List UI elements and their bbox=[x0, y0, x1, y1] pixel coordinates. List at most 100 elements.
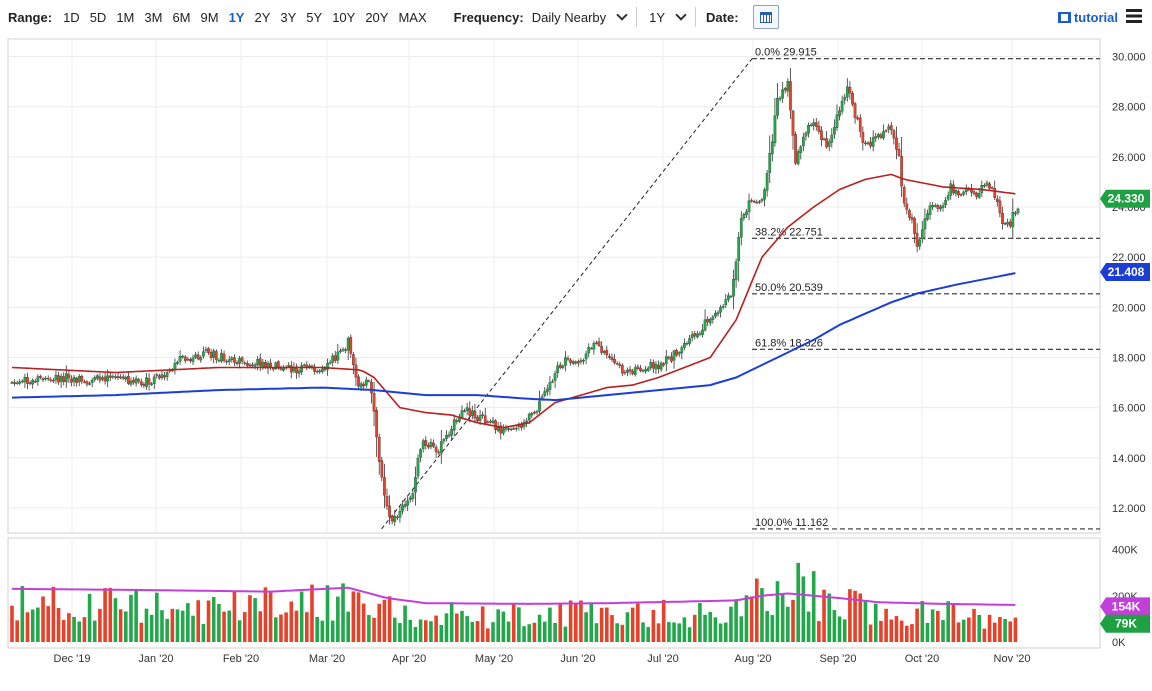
candle-body bbox=[432, 442, 435, 447]
month-tick-label: Jan '20 bbox=[138, 653, 173, 665]
range-button-1m[interactable]: 1M bbox=[116, 9, 135, 25]
volume-bar bbox=[20, 586, 25, 642]
candle-body bbox=[403, 504, 407, 507]
candle-body bbox=[714, 312, 717, 317]
candle-body bbox=[116, 376, 120, 379]
volume-bar bbox=[620, 624, 625, 642]
candle-body bbox=[445, 434, 448, 439]
volume-bar bbox=[186, 603, 190, 642]
candle-body bbox=[194, 354, 197, 358]
candle-body bbox=[245, 362, 249, 366]
candle-body bbox=[212, 350, 216, 358]
range-button-1y[interactable]: 1Y bbox=[228, 9, 245, 25]
volume-bar bbox=[82, 617, 87, 642]
volume-bar bbox=[755, 578, 759, 642]
candle-body bbox=[114, 376, 117, 378]
candle-body bbox=[597, 341, 601, 346]
candle-body bbox=[1001, 213, 1004, 225]
price-tick-label: 30.000 bbox=[1112, 52, 1146, 64]
candle-body bbox=[336, 351, 340, 361]
range-button-2y[interactable]: 2Y bbox=[254, 9, 271, 25]
candle-body bbox=[134, 378, 138, 384]
candle-body bbox=[646, 367, 650, 371]
candle-body bbox=[706, 319, 710, 323]
volume-bar bbox=[403, 605, 407, 642]
candle-body bbox=[820, 130, 823, 140]
range-button-20y[interactable]: 20Y bbox=[365, 9, 389, 25]
candle-body bbox=[926, 213, 929, 220]
candle-body bbox=[103, 376, 107, 382]
volume-bar bbox=[718, 623, 723, 642]
volume-bar bbox=[341, 583, 345, 642]
candle-body bbox=[747, 200, 751, 212]
candle-body bbox=[577, 361, 580, 364]
candle-body bbox=[279, 367, 283, 370]
range-button-3y[interactable]: 3Y bbox=[280, 9, 297, 25]
tutorial-link[interactable]: tutorial bbox=[1057, 10, 1118, 25]
candle-body bbox=[615, 363, 619, 365]
film-icon bbox=[1057, 12, 1071, 23]
range-button-1d[interactable]: 1D bbox=[63, 9, 80, 25]
candle-body bbox=[155, 374, 159, 376]
candle-body bbox=[949, 183, 953, 196]
candle-body bbox=[672, 350, 676, 361]
candle-body bbox=[230, 357, 234, 360]
range-button-5d[interactable]: 5D bbox=[89, 9, 107, 25]
range-button-10y[interactable]: 10Y bbox=[332, 9, 356, 25]
volume-bar bbox=[289, 601, 294, 642]
candle-body bbox=[874, 136, 878, 139]
volume-bar bbox=[749, 596, 754, 642]
candle-body bbox=[693, 333, 697, 337]
candle-body bbox=[478, 415, 482, 422]
volume-bar bbox=[698, 603, 702, 642]
candle-body bbox=[835, 114, 839, 128]
candle-body bbox=[908, 210, 911, 218]
candle-body bbox=[781, 89, 785, 99]
volume-bar bbox=[501, 611, 506, 642]
candle-body bbox=[41, 378, 45, 381]
frequency-dropdown[interactable]: Daily Nearby bbox=[532, 9, 628, 25]
candle-body bbox=[15, 382, 19, 384]
candle-body bbox=[111, 376, 115, 378]
fib-level-label: 50.0% 20.539 bbox=[755, 282, 823, 294]
candle-body bbox=[419, 449, 422, 458]
candle-body bbox=[721, 305, 725, 308]
candle-body bbox=[1006, 222, 1010, 225]
candle-body bbox=[582, 360, 585, 362]
volume-average-badge-shape bbox=[1100, 597, 1150, 616]
period-dropdown[interactable]: 1Y bbox=[649, 9, 687, 25]
volume-bar bbox=[796, 562, 800, 642]
candle-body bbox=[941, 205, 945, 208]
range-button-3m[interactable]: 3M bbox=[144, 9, 163, 25]
volume-bar bbox=[879, 620, 883, 642]
candle-body bbox=[670, 356, 673, 362]
volume-bar bbox=[915, 608, 919, 642]
volume-average-badge: 154K bbox=[1100, 597, 1150, 616]
price-panel bbox=[7, 38, 1101, 534]
candle-body bbox=[620, 365, 624, 374]
candle-body bbox=[543, 391, 547, 396]
calendar-button[interactable] bbox=[752, 5, 779, 29]
candle-body bbox=[939, 206, 942, 210]
volume-bar bbox=[155, 592, 159, 642]
candle-body bbox=[998, 200, 1002, 214]
volume-bar bbox=[118, 609, 123, 642]
range-button-5y[interactable]: 5Y bbox=[306, 9, 323, 25]
volume-bar bbox=[532, 622, 537, 642]
range-button-9m[interactable]: 9M bbox=[200, 9, 219, 25]
range-button-6m[interactable]: 6M bbox=[172, 9, 191, 25]
candle-body bbox=[57, 375, 60, 383]
candle-body bbox=[770, 141, 774, 155]
volume-bar bbox=[129, 594, 133, 642]
candle-body bbox=[558, 364, 562, 368]
candle-body bbox=[328, 362, 332, 364]
range-button-max[interactable]: MAX bbox=[398, 9, 427, 25]
candle-body bbox=[323, 368, 327, 371]
volume-bar bbox=[175, 609, 180, 642]
candle-body bbox=[178, 356, 182, 362]
volume-bar bbox=[661, 599, 666, 642]
volume-bar bbox=[677, 623, 682, 642]
volume-bar bbox=[744, 595, 749, 642]
hamburger-menu-icon[interactable] bbox=[1126, 9, 1142, 23]
chart-toolbar: Range: 1D 5D 1M 3M 6M 9M 1Y 2Y 3Y 5Y 10Y 20Y MAX Fre… bbox=[0, 0, 1152, 34]
